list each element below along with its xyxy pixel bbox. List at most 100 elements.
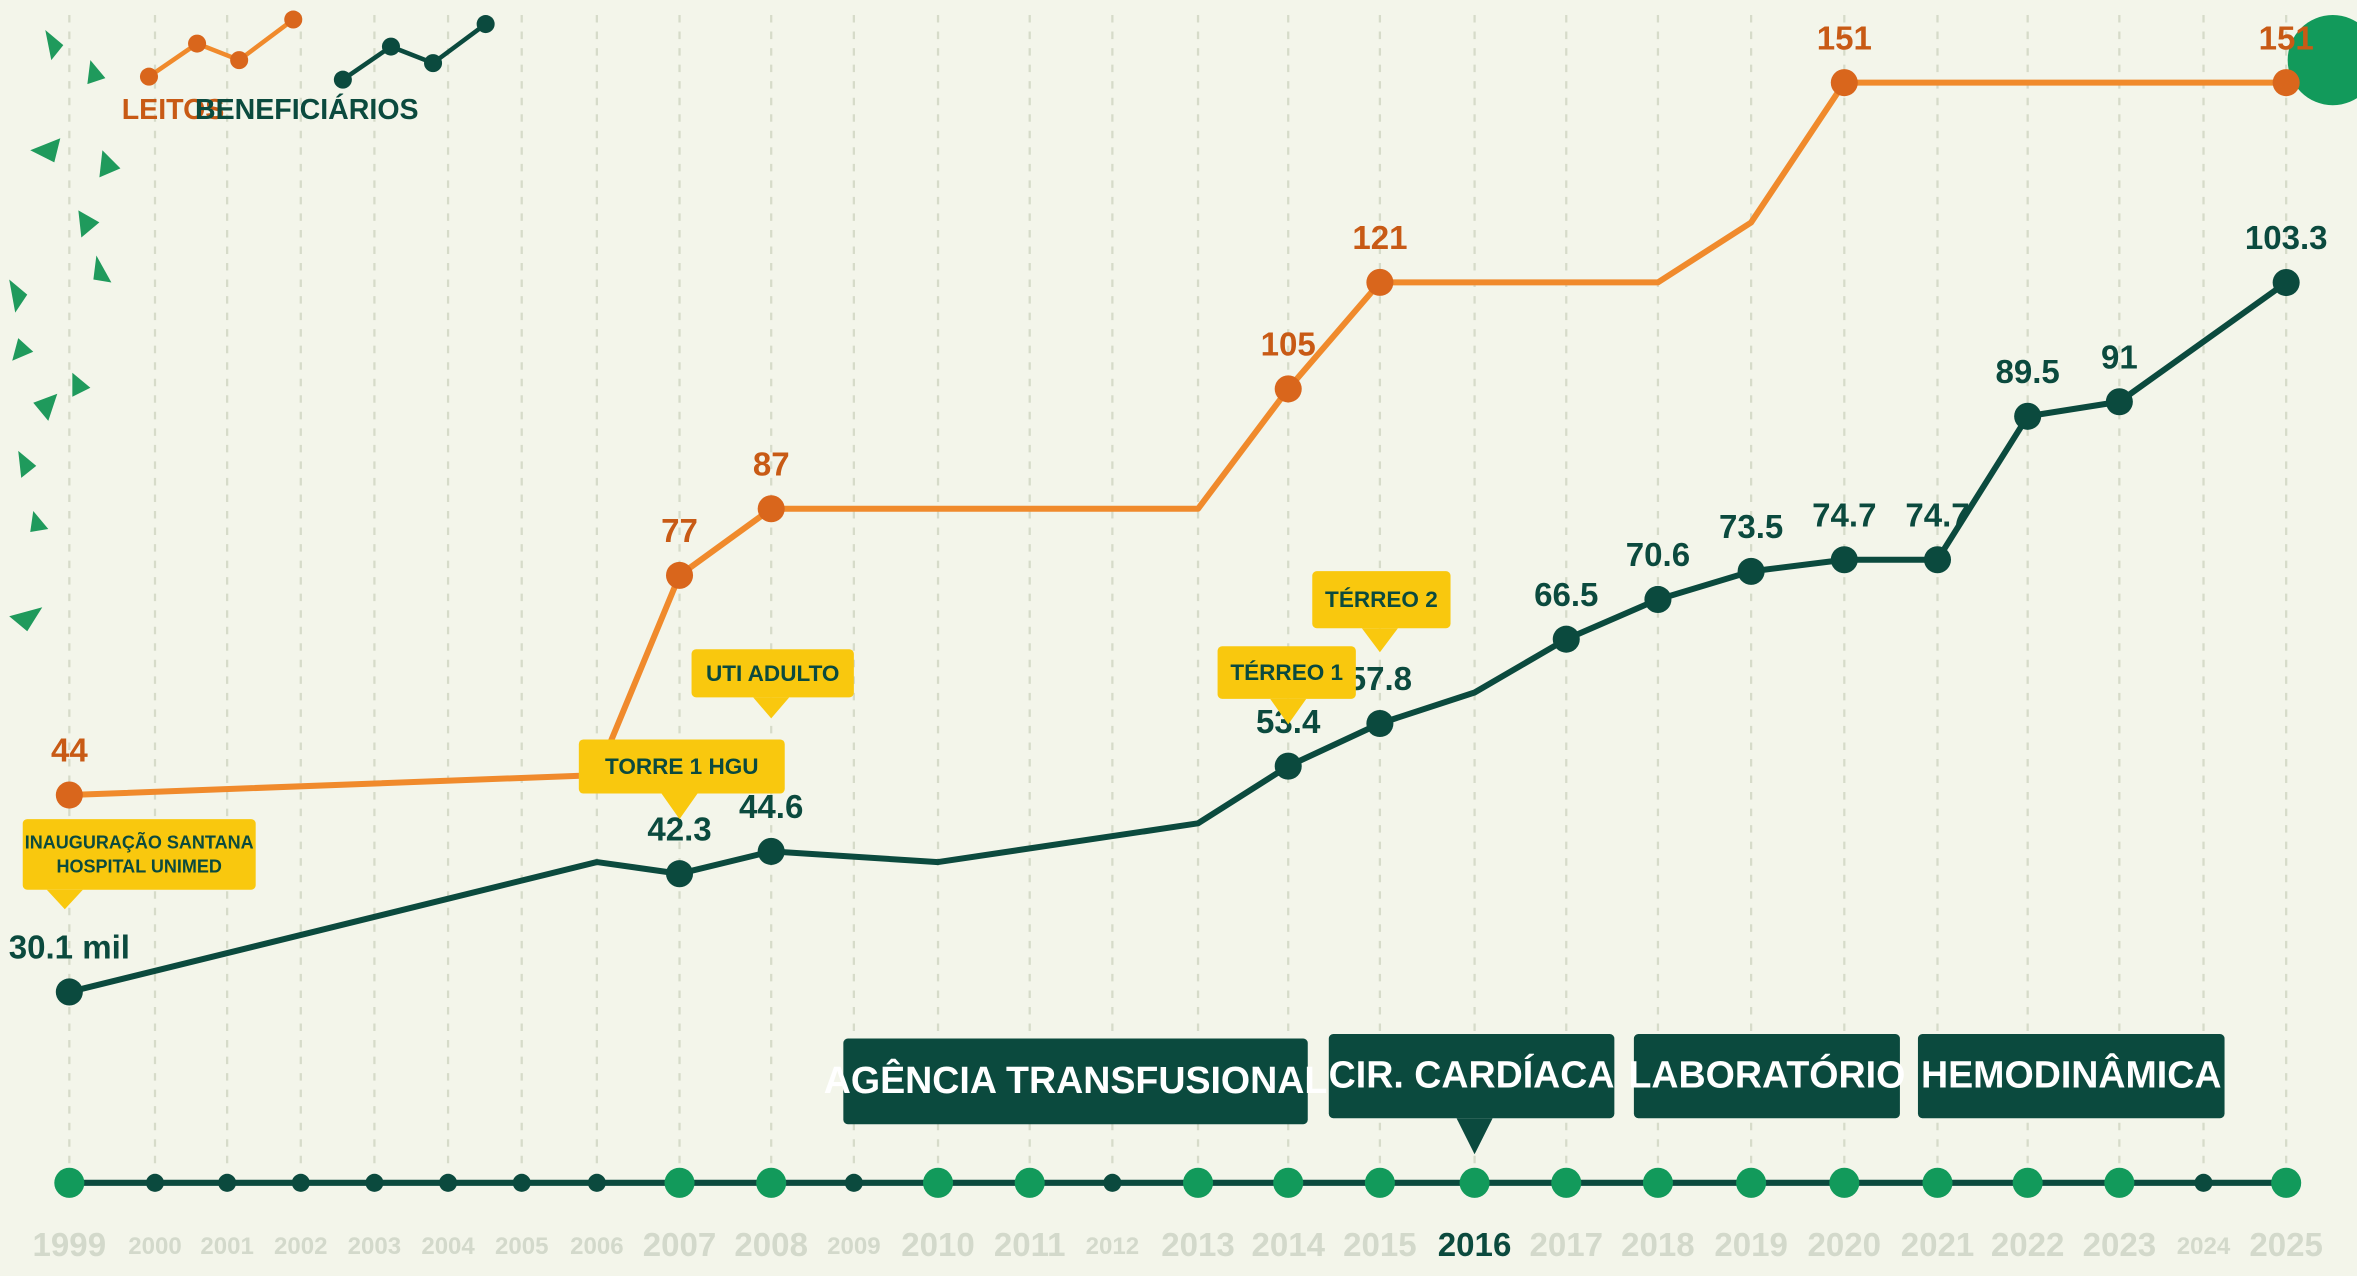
- x-tick-label: 2020: [1808, 1227, 1882, 1264]
- data-label: 105: [1261, 327, 1316, 364]
- data-point: [1830, 546, 1858, 574]
- legend-label: BENEFICIÁRIOS: [195, 94, 419, 126]
- data-point: [1644, 585, 1672, 613]
- annotation-pointer: [1361, 628, 1398, 653]
- x-tick-label: 1999: [33, 1227, 107, 1264]
- x-tick-label: 2012: [1086, 1233, 1139, 1260]
- annotation-text: HEMODINÂMICA: [1921, 1054, 2221, 1096]
- data-label: 74.7: [1812, 497, 1876, 534]
- timeline-dot: [756, 1167, 787, 1198]
- data-point: [1366, 709, 1394, 738]
- annotation-pointer: [1456, 1118, 1493, 1155]
- data-point: [757, 837, 785, 865]
- data-point: [55, 978, 83, 1006]
- x-tick-label: 2019: [1714, 1227, 1788, 1264]
- data-label: 44.6: [739, 789, 803, 826]
- annotation-pointer: [661, 793, 698, 820]
- x-tick-label: 2009: [827, 1233, 880, 1260]
- data-label: 66.5: [1534, 577, 1598, 614]
- annotation-box: [1917, 1034, 2225, 1119]
- data-label: 70.6: [1626, 537, 1690, 574]
- timeline-dot: [587, 1173, 606, 1192]
- data-point: [2272, 69, 2300, 97]
- data-point: [757, 495, 785, 523]
- series-line: [68, 280, 2288, 995]
- data-point: [55, 781, 83, 809]
- x-tick-label: 2024: [2177, 1233, 2231, 1260]
- timeline-dot: [1829, 1167, 1860, 1198]
- timeline-dot: [1736, 1167, 1767, 1198]
- timeline-dot: [512, 1173, 531, 1192]
- x-tick-label: 2002: [274, 1233, 327, 1260]
- annotation-text: UTI ADULTO: [706, 661, 840, 686]
- timeline-dot: [1364, 1167, 1395, 1198]
- annotation-box: [1633, 1034, 1900, 1119]
- timeline-dot: [1183, 1167, 1214, 1198]
- x-tick-label: 2023: [2083, 1227, 2157, 1264]
- timeline-dot: [365, 1173, 384, 1192]
- data-label: 87: [753, 446, 790, 483]
- timeline-dot: [844, 1173, 863, 1192]
- data-label: 57.8: [1348, 661, 1412, 698]
- annotation-text: TÉRREO 1: [1230, 660, 1343, 685]
- data-label: 91: [2101, 339, 2138, 376]
- timeline-dot: [145, 1173, 165, 1192]
- data-point: [1923, 546, 1952, 574]
- timeline-dot: [1014, 1167, 1045, 1198]
- data-point: [2014, 402, 2042, 430]
- annotation-text: AGÊNCIA TRANSFUSIONAL: [824, 1059, 1328, 1101]
- annotation-box: [691, 649, 854, 698]
- data-label: 30.1 mil: [9, 930, 130, 967]
- timeline-dot: [439, 1173, 458, 1192]
- data-label: 74.7: [1905, 497, 1969, 534]
- timeline-dot: [2194, 1173, 2213, 1192]
- data-point: [665, 561, 694, 589]
- data-point: [1274, 375, 1302, 403]
- timeline-dot: [54, 1167, 85, 1198]
- data-label: 89.5: [1995, 354, 2059, 391]
- x-tick-label: 2011: [994, 1227, 1066, 1264]
- annotation-text: HOSPITAL UNIMED: [56, 857, 221, 877]
- timeline-dot: [218, 1173, 237, 1192]
- annotation-text: LABORATÓRIO: [1628, 1054, 1905, 1096]
- timeline-dot: [2104, 1167, 2135, 1198]
- legend-icon-dot: [424, 54, 443, 73]
- legend-icon-dot: [284, 10, 303, 29]
- data-point: [2272, 269, 2300, 297]
- x-tick-label: 2013: [1161, 1227, 1235, 1264]
- data-label: 73.5: [1719, 509, 1783, 546]
- annotation-pointer: [46, 889, 83, 910]
- x-tick-label: 2016: [1438, 1227, 1512, 1264]
- annotation-box: [843, 1038, 1308, 1125]
- legend-label: LEITOS: [122, 94, 225, 126]
- legend-icon-dot: [188, 34, 207, 53]
- timeline-dot: [291, 1173, 310, 1192]
- timeline-dot: [1103, 1173, 1122, 1192]
- legend-icon-dot: [230, 51, 249, 70]
- x-tick-label: 2000: [128, 1233, 181, 1260]
- annotation-text: TÉRREO 2: [1325, 587, 1438, 612]
- data-label: 77: [661, 513, 698, 550]
- x-tick-label: 2007: [643, 1227, 717, 1264]
- data-label: 121: [1352, 220, 1407, 257]
- data-point: [1737, 557, 1765, 585]
- legend-icon-dot: [381, 37, 400, 56]
- annotation-pointer: [753, 697, 790, 719]
- legend-icon: [147, 17, 295, 79]
- annotation-box: [1312, 571, 1451, 629]
- data-point: [1830, 69, 1858, 97]
- annotation-text: INAUGURAÇÃO SANTANA: [25, 832, 254, 853]
- annotation-text: TORRE 1 HGU: [605, 754, 759, 779]
- timeline-dot: [664, 1167, 695, 1198]
- data-label: 151: [1817, 20, 1872, 57]
- annotation-box: [578, 739, 785, 794]
- timeline-dot: [1459, 1167, 1490, 1198]
- x-tick-label: 2001: [200, 1233, 253, 1260]
- timeline-dot: [922, 1167, 954, 1198]
- annotation-box: [22, 819, 256, 890]
- timeline-dot: [2012, 1167, 2043, 1198]
- timeline-dot: [1551, 1167, 1582, 1198]
- annotation-box: [1328, 1034, 1615, 1119]
- data-point: [1366, 268, 1394, 296]
